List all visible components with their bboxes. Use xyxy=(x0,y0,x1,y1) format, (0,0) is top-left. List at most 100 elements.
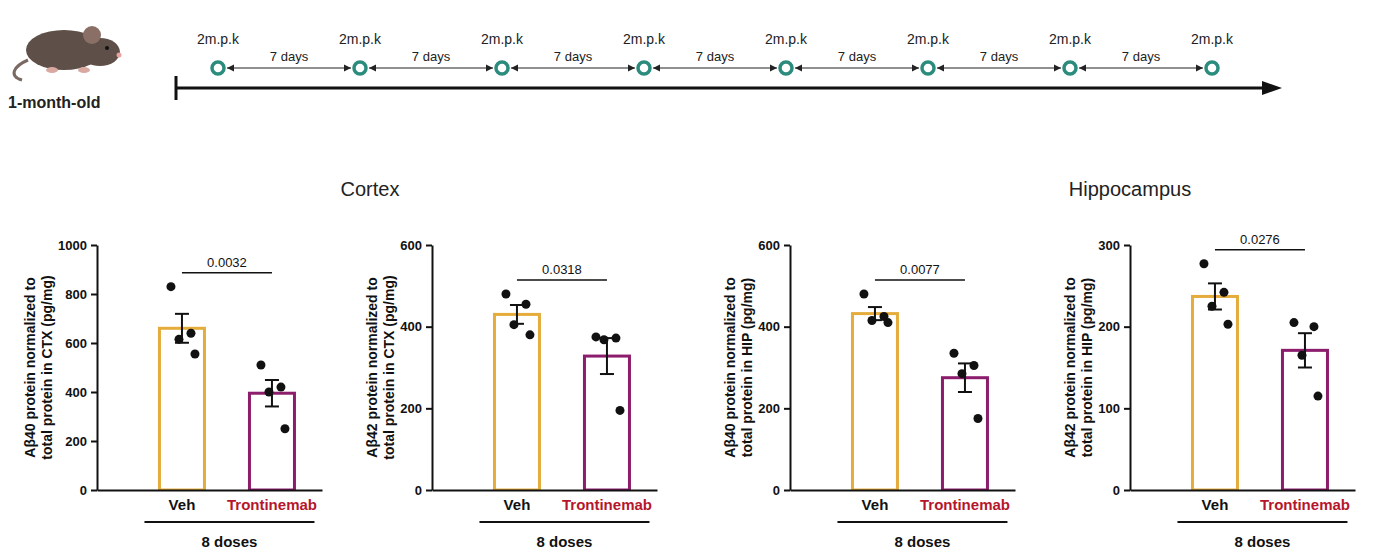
y-tick: 0 xyxy=(1113,483,1130,498)
dose-marker xyxy=(922,62,934,74)
bar xyxy=(942,378,987,490)
y-tick: 200 xyxy=(1098,319,1130,334)
x-tick: Trontinemab xyxy=(227,490,317,513)
interval-label: 7 days xyxy=(980,49,1019,64)
chart-panel: 0200400600VehTrontinemab8 doses0.0077Aβ4… xyxy=(722,238,1015,550)
group-label: 8 doses xyxy=(1235,533,1291,550)
subject-label: 1-month-old xyxy=(8,94,100,111)
bar xyxy=(1192,296,1237,490)
marks xyxy=(494,290,629,491)
y-axis-title: total protein in HIP (pg/mg) xyxy=(1079,278,1095,457)
dose-label: 2m.p.k xyxy=(1049,31,1092,47)
y-tick-label: 300 xyxy=(1098,238,1120,253)
y-tick: 300 xyxy=(1098,238,1130,253)
error-bar xyxy=(1304,333,1306,367)
data-point xyxy=(276,383,285,392)
y-tick: 800 xyxy=(65,287,97,302)
y-tick-label: 100 xyxy=(1098,401,1120,416)
x-tick: Veh xyxy=(169,490,196,513)
y-axis-title: total protein in CTX (pg/mg) xyxy=(39,275,55,459)
y-tick-label: 0 xyxy=(1113,483,1120,498)
x-tick: Veh xyxy=(862,490,889,513)
timeline-axis xyxy=(176,87,1264,90)
y-tick-mark xyxy=(91,343,97,345)
mouse-head xyxy=(80,38,120,66)
dose-marker xyxy=(780,62,792,74)
p-value: 0.0276 xyxy=(1240,232,1280,247)
mouse-nose xyxy=(117,53,122,58)
bar xyxy=(159,328,204,490)
y-tick-mark xyxy=(426,490,432,492)
error-cap xyxy=(1298,332,1312,334)
group-underline xyxy=(144,521,314,523)
mouse-foot xyxy=(78,67,90,73)
dose-marker xyxy=(1206,62,1218,74)
data-point xyxy=(969,361,978,370)
y-axis-title: Aβ40 protein normalized to xyxy=(22,277,38,457)
bar xyxy=(249,393,294,490)
interval-arrow xyxy=(511,67,635,68)
y-tick: 100 xyxy=(1098,401,1130,416)
dose-label: 2m.p.k xyxy=(623,31,666,47)
x-axis-line xyxy=(98,490,323,492)
p-value: 0.0077 xyxy=(900,262,940,277)
interval-arrow xyxy=(795,67,919,68)
error-bar xyxy=(606,338,608,374)
error-cap xyxy=(600,373,614,375)
timeline-arrow xyxy=(1262,81,1282,95)
x-tick: Veh xyxy=(1202,490,1229,513)
y-tick-mark xyxy=(1124,408,1130,410)
y-tick-mark xyxy=(784,326,790,328)
y-tick-label: 200 xyxy=(758,401,780,416)
x-axis: VehTrontinemab xyxy=(433,490,658,513)
error-cap xyxy=(868,306,882,308)
y-tick-label: 0 xyxy=(773,483,780,498)
bar xyxy=(852,314,897,490)
p-value: 0.0318 xyxy=(542,262,582,277)
y-tick-label: 400 xyxy=(400,319,422,334)
interval-arrow xyxy=(937,67,1061,68)
y-tick-mark xyxy=(784,245,790,247)
data-point xyxy=(973,414,982,423)
x-tick-label: Veh xyxy=(169,496,196,513)
x-tick: Trontinemab xyxy=(1260,490,1350,513)
y-tick-mark xyxy=(784,490,790,492)
error-cap xyxy=(958,391,972,393)
y-tick-label: 0 xyxy=(415,483,422,498)
group-label: 8 doses xyxy=(202,533,258,550)
y-tick-mark xyxy=(91,245,97,247)
y-tick-mark xyxy=(1124,326,1130,328)
data-point xyxy=(615,406,624,415)
chart-panel: 02004006008001000VehTrontinemab8 doses0.… xyxy=(22,238,322,550)
x-tick-label: Veh xyxy=(504,496,531,513)
y-tick-mark xyxy=(1124,490,1130,492)
y-tick-mark xyxy=(91,294,97,296)
error-cap xyxy=(1208,309,1222,311)
section-title: Cortex xyxy=(341,178,400,200)
dose-label: 2m.p.k xyxy=(907,31,950,47)
significance-bracket xyxy=(1215,249,1305,251)
error-cap xyxy=(868,319,882,321)
error-cap xyxy=(265,405,279,407)
y-tick-label: 200 xyxy=(1098,319,1120,334)
data-point xyxy=(186,329,195,338)
data-point xyxy=(1289,318,1298,327)
y-tick-label: 600 xyxy=(400,238,422,253)
data-point xyxy=(280,424,289,433)
y-axis-line xyxy=(1130,246,1132,491)
significance-bracket xyxy=(517,279,607,281)
x-tick-label: Veh xyxy=(1202,496,1229,513)
y-tick-mark xyxy=(1124,245,1130,247)
y-tick-label: 600 xyxy=(65,336,87,351)
data-point xyxy=(1223,320,1232,329)
error-cap xyxy=(1208,282,1222,284)
significance-bracket xyxy=(875,279,965,281)
data-point xyxy=(1313,392,1322,401)
y-tick: 400 xyxy=(758,319,790,334)
data-point xyxy=(1309,322,1318,331)
dose-marker xyxy=(1064,62,1076,74)
data-point xyxy=(859,290,868,299)
y-axis-line xyxy=(432,246,434,491)
error-bar xyxy=(1214,283,1216,309)
y-axis: 0 100 200 300 xyxy=(1098,238,1130,498)
